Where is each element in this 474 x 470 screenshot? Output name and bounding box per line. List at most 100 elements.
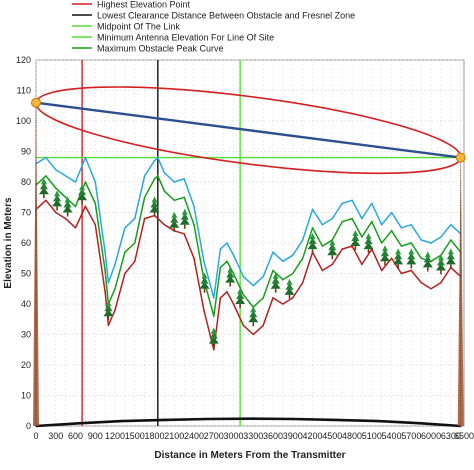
tree-trunk: [274, 288, 277, 293]
y-tick-label: 100: [16, 116, 31, 126]
tree-tier: [285, 282, 294, 290]
x-tick-label: 1500: [125, 431, 145, 441]
tree-tier: [181, 208, 188, 215]
tree-icon: [379, 245, 390, 266]
data-point: [206, 418, 208, 420]
x-tick-label: 900: [88, 431, 103, 441]
data-point: [380, 242, 383, 244]
data-point: [153, 178, 156, 180]
tree-tier: [447, 248, 454, 255]
data-point: [45, 175, 47, 177]
data-point: [193, 223, 195, 226]
data-point: [361, 236, 363, 238]
data-point: [163, 419, 166, 421]
data-point: [242, 294, 245, 296]
data-point: [226, 291, 228, 293]
data-point: [400, 272, 403, 275]
tree-tier: [437, 254, 444, 261]
x-tick-label: 6300: [441, 431, 461, 441]
data-point: [321, 269, 324, 272]
x-tick-label: 2700: [204, 431, 224, 441]
tree-icon: [363, 233, 374, 254]
tree-tier: [236, 292, 245, 299]
data-point: [74, 181, 77, 183]
tree-icon: [248, 306, 259, 327]
data-point: [124, 272, 126, 275]
x-tick-label: 2400: [184, 431, 204, 441]
data-point: [107, 324, 110, 327]
tree-tier: [248, 315, 259, 323]
data-point: [430, 287, 432, 290]
tree-trunk: [173, 227, 176, 232]
data-point: [226, 260, 228, 263]
y-tick-label: 10: [21, 391, 31, 401]
data-point: [173, 181, 176, 183]
tree-tier: [78, 188, 87, 196]
tree-tier: [40, 178, 47, 185]
tree-tier: [200, 276, 209, 284]
data-point: [133, 217, 136, 220]
y-tick-label: 110: [17, 86, 31, 96]
tree-icon: [350, 230, 361, 251]
data-point: [440, 281, 442, 284]
data-point: [292, 272, 294, 275]
legend-label: Maximum Obstacle Peak Curve: [97, 43, 224, 53]
data-point: [157, 217, 159, 220]
data-point: [341, 248, 343, 250]
data-point: [262, 324, 264, 327]
data-point: [390, 257, 393, 260]
data-point: [292, 254, 294, 256]
data-point: [219, 248, 222, 250]
antenna-dish: [31, 97, 41, 108]
antenna-tower: [455, 152, 466, 426]
tree-icon: [435, 254, 446, 275]
data-point: [371, 202, 373, 205]
tree-tier: [225, 275, 236, 283]
data-point: [262, 297, 264, 299]
tree-tier: [179, 217, 190, 225]
data-point: [282, 303, 284, 305]
antenna-mast: [457, 157, 464, 426]
tree-tier: [170, 215, 179, 223]
tree-trunk: [153, 212, 156, 217]
tree-tier: [237, 288, 244, 294]
data-point: [390, 211, 393, 214]
tree-tier: [208, 336, 219, 344]
tree-tier: [103, 309, 114, 317]
tree-trunk: [397, 264, 399, 269]
x-tick-label: 2100: [164, 431, 184, 441]
x-tick-label: 4800: [342, 431, 362, 441]
data-point: [54, 169, 57, 171]
tree-trunk: [43, 194, 45, 199]
tree-icon: [62, 196, 73, 217]
data-point: [84, 156, 87, 159]
tree-trunk: [184, 224, 186, 229]
data-point: [232, 303, 235, 305]
data-point: [183, 233, 185, 235]
tree-icon: [307, 233, 318, 254]
tree-tier: [423, 255, 432, 263]
y-axis-title: Elevation in Meters: [3, 197, 14, 289]
tree-icon: [103, 300, 114, 321]
data-point: [107, 281, 110, 284]
tree-tier: [62, 205, 73, 213]
data-point: [84, 205, 87, 208]
tree-icon: [235, 288, 246, 308]
tree-tier: [199, 281, 210, 289]
tree-tier: [365, 233, 372, 240]
tree-tier: [210, 327, 217, 334]
data-point: [133, 242, 136, 244]
x-tick-label: 3900: [283, 431, 303, 441]
tree-tier: [435, 263, 446, 271]
data-point: [301, 239, 304, 241]
tree-tier: [422, 260, 433, 268]
data-point: [242, 275, 245, 278]
x-tick-label: 3600: [263, 431, 283, 441]
data-point: [249, 417, 251, 420]
legend-label: Lowest Clearance Distance Between Obstac…: [97, 10, 355, 20]
data-point: [104, 269, 106, 272]
data-point: [272, 269, 274, 272]
y-tick-label: 50: [21, 269, 31, 279]
